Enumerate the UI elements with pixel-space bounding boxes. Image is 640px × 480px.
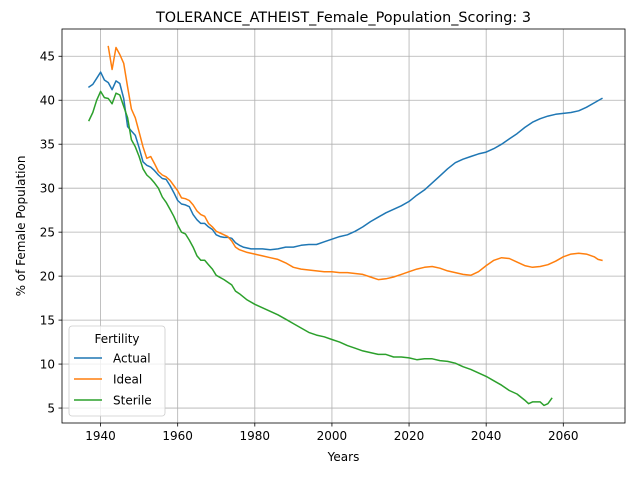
y-tick-label: 10: [40, 357, 55, 371]
x-tick-label: 2060: [548, 429, 579, 443]
legend-frame: [68, 325, 166, 417]
plot-frame: [61, 28, 626, 424]
x-tick-label: 2020: [394, 429, 425, 443]
series-layer: [87, 45, 603, 407]
x-axis: 1940 1960 1980 2000 2020 2040 2060: [85, 423, 579, 443]
legend-label-ideal: Ideal: [113, 372, 142, 386]
legend-label-actual: Actual: [113, 351, 151, 365]
x-tick-label: 2000: [317, 429, 348, 443]
y-tick-label: 40: [40, 94, 55, 108]
x-tick-label: 2040: [471, 429, 502, 443]
series-line-actual: [87, 71, 603, 251]
x-tick-label: 1960: [162, 429, 193, 443]
x-tick-label: 1980: [240, 429, 271, 443]
legend-title: Fertility: [94, 332, 139, 346]
y-axis: 5 10 15 20 25 30 35 40 45: [40, 50, 62, 415]
legend-label-sterile: Sterile: [113, 393, 152, 407]
legend-entries: Actual Ideal Sterile: [74, 351, 152, 407]
y-tick-label: 30: [40, 181, 55, 195]
series-line-sterile: [88, 90, 553, 407]
chart-title: TOLERANCE_ATHEIST_Female_Population_Scor…: [155, 10, 531, 26]
x-tick-label: 1940: [85, 429, 116, 443]
y-tick-label: 45: [40, 50, 55, 64]
legend: Fertility Actual Ideal Sterile: [68, 325, 166, 417]
y-tick-label: 25: [40, 225, 55, 239]
y-tick-label: 15: [40, 313, 55, 327]
y-tick-label: 35: [40, 138, 55, 152]
x-axis-label: Years: [327, 450, 360, 464]
y-tick-label: 20: [40, 269, 55, 283]
y-tick-label: 5: [47, 401, 55, 415]
y-axis-label: % of Female Population: [14, 156, 28, 297]
series-line-ideal: [107, 45, 603, 281]
